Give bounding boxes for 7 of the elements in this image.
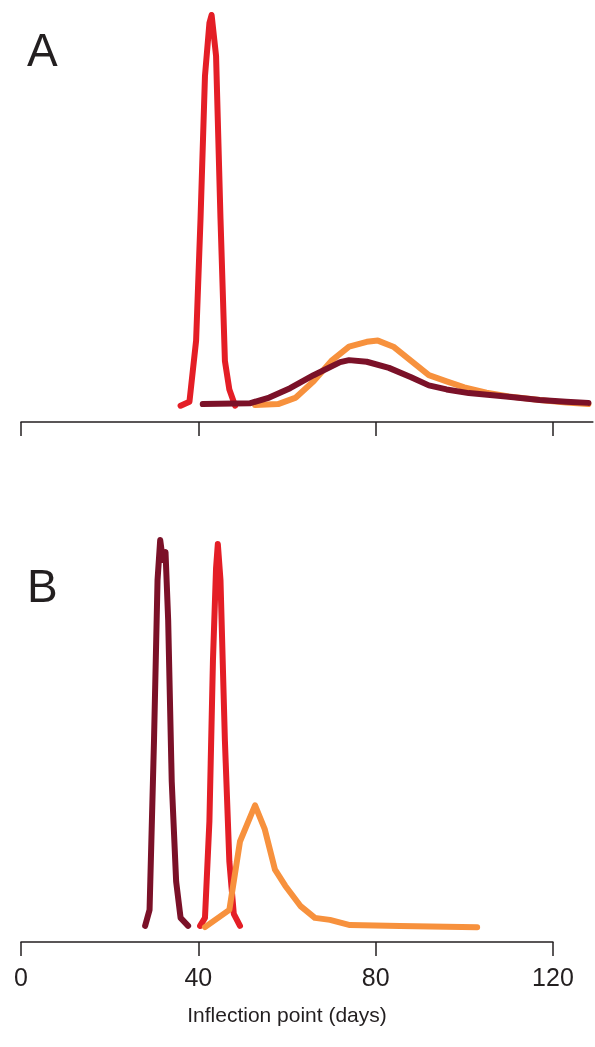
x-tick-label: 80 xyxy=(361,962,390,991)
x-axis-title: Inflection point (days) xyxy=(187,1003,387,1026)
chart-title: B xyxy=(27,560,58,612)
x-tick-label: 0 xyxy=(14,962,28,991)
chart-title: A xyxy=(27,24,58,76)
x-tick-label: 120 xyxy=(532,962,574,991)
x-tick-label: 40 xyxy=(184,962,213,991)
